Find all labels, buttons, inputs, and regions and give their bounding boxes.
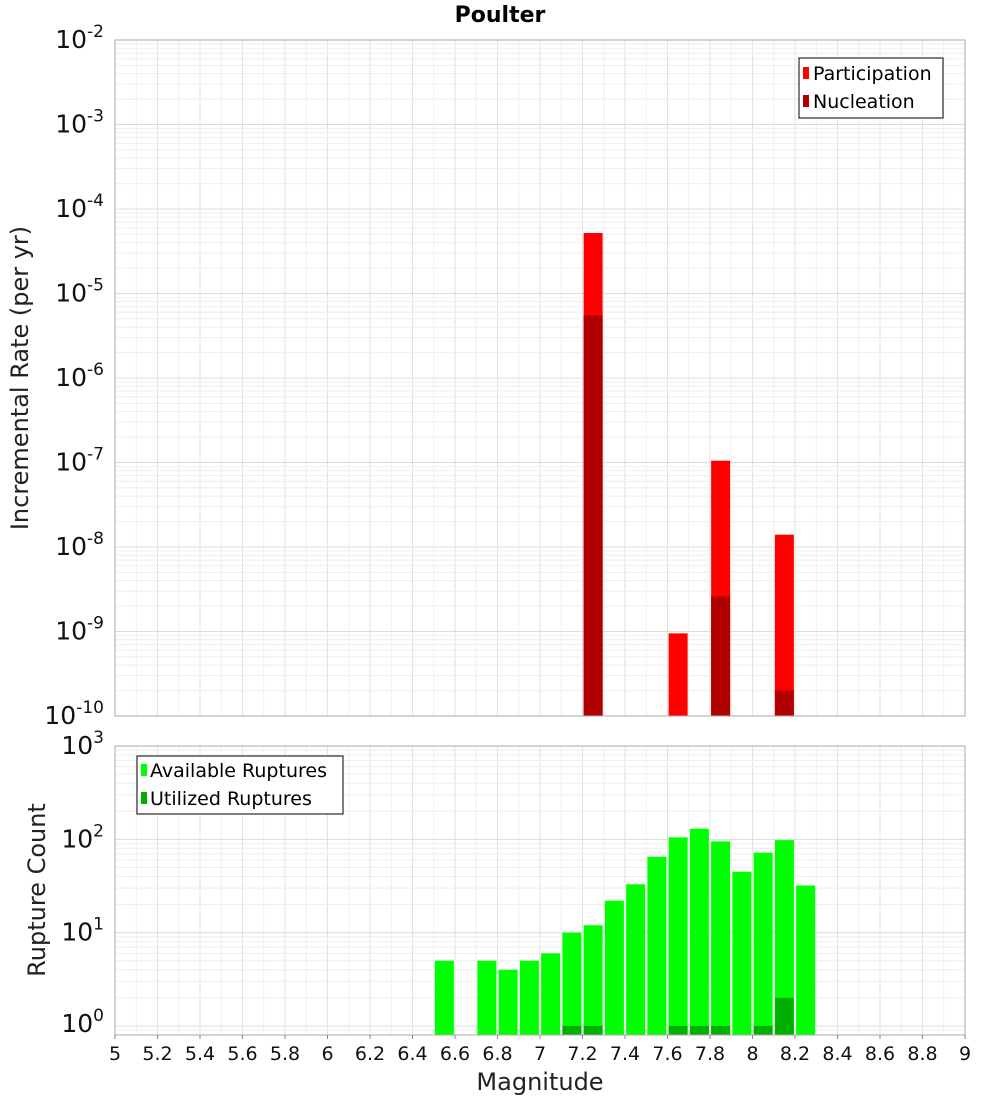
y-tick-label: 10-5 [55,276,104,308]
y-tick-label: 103 [61,728,104,760]
available-ruptures-bar [689,828,709,1035]
available-ruptures-bar [668,837,688,1035]
x-tick-label: 6 [321,1043,333,1065]
y-tick-label: 10-9 [55,614,104,646]
available-ruptures-bar [477,960,497,1035]
rate-plot-border [114,39,966,717]
available-ruptures-bar [434,960,454,1035]
rate-bars [583,232,794,716]
utilized-ruptures-bar [668,1025,688,1035]
x-tick-label: 7 [534,1043,546,1065]
count-legend: Available Ruptures Utilized Ruptures [136,755,344,815]
x-tick-label: 8.6 [865,1043,895,1065]
y-tick-label: 100 [61,1006,104,1038]
available-ruptures-bar [774,840,794,1035]
x-tick-label: 6.4 [397,1043,427,1065]
x-tick-label: 7.8 [695,1043,725,1065]
participation-bar [668,633,688,716]
count-panel: 100 101 102 103 5 5.2 5.4 5.6 5.8 6 6.2 6.4 6.6 6.8 7… [23,728,971,1096]
count-y-axis-label: Rupture Count [23,803,51,977]
nucleation-bar [711,596,731,716]
x-axis-label: Magnitude [476,1068,603,1096]
x-tick-label: 8 [746,1043,758,1065]
participation-bar [774,534,794,716]
utilized-ruptures-bar [583,1025,603,1035]
utilized-ruptures-bar [753,1025,773,1035]
rate-panel: 10-10 10-9 10-8 10-7 10-6 10-5 10-4 10-3 10-2 In… [6,22,966,730]
nucleation-bar [583,315,603,716]
rate-y-ticks: 10-10 10-9 10-8 10-7 10-6 10-5 10-4 10-3 10-2 [44,22,104,730]
count-legend-box [136,755,344,815]
x-tick-label: 6.6 [440,1043,470,1065]
count-bars [434,828,816,1035]
available-ruptures-bar [541,953,561,1035]
chart-title: Poulter [455,3,546,28]
legend-label-utilized: Utilized Ruptures [150,788,312,810]
available-ruptures-bar [604,900,624,1035]
x-tick-label: 7.2 [567,1043,597,1065]
x-tick-label: 5.8 [270,1043,300,1065]
available-ruptures-bar [626,884,646,1035]
nucleation-bar [774,690,794,716]
x-tick-label: 7.4 [610,1043,640,1065]
legend-swatch-participation [803,67,809,79]
y-tick-label: 102 [61,821,104,853]
available-ruptures-bar [562,932,582,1035]
legend-swatch-nucleation [803,95,809,107]
x-tick-label: 8.4 [822,1043,852,1065]
available-ruptures-bar [647,856,667,1035]
utilized-ruptures-bar [562,1025,582,1035]
legend-label-nucleation: Nucleation [813,91,915,113]
utilized-ruptures-bar [689,1025,709,1035]
y-tick-label: 10-2 [55,22,104,54]
x-tick-label: 6.8 [482,1043,512,1065]
utilized-ruptures-bar [711,1025,731,1035]
y-tick-label: 10-6 [55,360,104,392]
x-tick-label: 5.6 [227,1043,257,1065]
y-tick-label: 10-10 [44,698,104,730]
magnitude-x-ticks: 5 5.2 5.4 5.6 5.8 6 6.2 6.4 6.6 6.8 7 7.2 7.4 7.6 7.8 8… [109,1035,971,1065]
rate-legend: Participation Nucleation [798,57,944,119]
rate-grid [114,39,966,717]
available-ruptures-bar [498,969,518,1035]
available-ruptures-bar [732,871,752,1035]
count-y-ticks: 100 101 102 103 [61,728,104,1038]
available-ruptures-bar [583,925,603,1035]
legend-label-available: Available Ruptures [150,760,327,782]
x-tick-label: 5.2 [142,1043,172,1065]
x-tick-label: 8.8 [907,1043,937,1065]
y-tick-label: 10-8 [55,529,104,561]
x-tick-label: 7.6 [652,1043,682,1065]
available-ruptures-bar [796,885,816,1035]
legend-swatch-utilized [141,792,147,804]
available-ruptures-bar [711,841,731,1035]
y-tick-label: 10-3 [55,107,104,139]
x-tick-label: 9 [959,1043,971,1065]
available-ruptures-bar [753,852,773,1035]
legend-label-participation: Participation [813,63,932,85]
utilized-ruptures-bar [774,997,794,1035]
x-tick-label: 8.2 [780,1043,810,1065]
legend-swatch-available [141,764,147,776]
y-tick-label: 101 [61,915,104,947]
x-tick-label: 5 [109,1043,121,1065]
y-tick-label: 10-4 [55,191,104,223]
y-tick-label: 10-7 [55,445,104,477]
rate-legend-box [798,57,944,119]
rate-y-axis-label: Incremental Rate (per yr) [6,226,34,530]
available-ruptures-bar [519,960,539,1035]
x-tick-label: 5.4 [185,1043,215,1065]
x-tick-label: 6.2 [355,1043,385,1065]
